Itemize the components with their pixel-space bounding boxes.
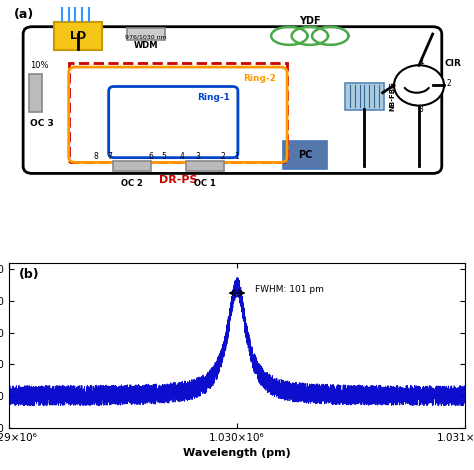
FancyBboxPatch shape bbox=[186, 161, 224, 171]
FancyBboxPatch shape bbox=[345, 83, 383, 110]
Text: Ring-1: Ring-1 bbox=[197, 93, 230, 102]
Text: 1: 1 bbox=[235, 152, 239, 161]
Text: (b): (b) bbox=[18, 268, 39, 281]
Circle shape bbox=[394, 65, 444, 106]
Text: (a): (a) bbox=[14, 8, 34, 21]
Text: 6: 6 bbox=[148, 152, 153, 161]
Text: OC 3: OC 3 bbox=[30, 119, 54, 128]
Text: PC: PC bbox=[298, 150, 312, 160]
FancyBboxPatch shape bbox=[54, 22, 102, 50]
Text: 976/1030 nm: 976/1030 nm bbox=[125, 34, 167, 39]
Text: 2: 2 bbox=[446, 79, 451, 88]
Text: 4: 4 bbox=[180, 152, 185, 161]
Text: YDF: YDF bbox=[299, 16, 320, 26]
Text: OC 1: OC 1 bbox=[194, 179, 216, 188]
Text: 3: 3 bbox=[419, 105, 424, 114]
FancyBboxPatch shape bbox=[29, 74, 42, 112]
Text: 1: 1 bbox=[419, 57, 424, 66]
Text: OC 2: OC 2 bbox=[121, 179, 143, 188]
X-axis label: Wavelength (pm): Wavelength (pm) bbox=[183, 448, 291, 458]
FancyBboxPatch shape bbox=[283, 141, 327, 169]
Text: 3: 3 bbox=[196, 152, 201, 161]
Text: NB-FBG: NB-FBG bbox=[390, 81, 395, 111]
FancyBboxPatch shape bbox=[113, 161, 152, 171]
Text: DR-PS: DR-PS bbox=[159, 175, 197, 185]
Text: 2: 2 bbox=[221, 152, 226, 161]
Text: 7: 7 bbox=[107, 152, 112, 161]
FancyBboxPatch shape bbox=[127, 28, 165, 40]
Text: FWHM: 101 pm: FWHM: 101 pm bbox=[255, 285, 324, 294]
Text: WDM: WDM bbox=[134, 41, 158, 50]
Text: 10%: 10% bbox=[30, 61, 48, 70]
Text: 5: 5 bbox=[162, 152, 167, 161]
Text: 8: 8 bbox=[93, 152, 98, 161]
Text: LD: LD bbox=[70, 31, 86, 41]
Text: Ring-2: Ring-2 bbox=[243, 74, 276, 83]
Text: CIR: CIR bbox=[444, 59, 461, 68]
